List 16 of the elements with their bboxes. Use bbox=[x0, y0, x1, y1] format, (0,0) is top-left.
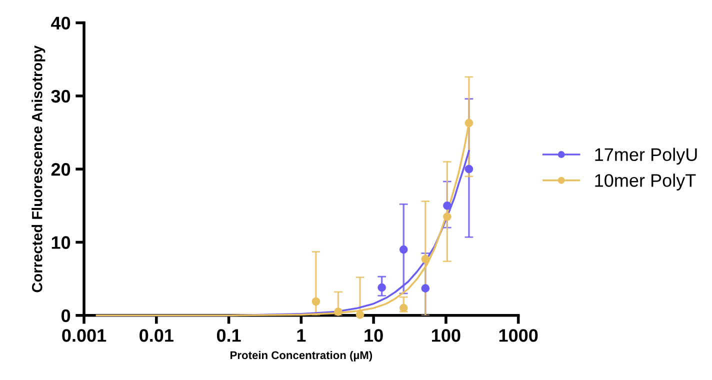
y-tick-label: 10 bbox=[52, 236, 70, 249]
legend-label: 17mer PolyU bbox=[595, 148, 697, 165]
x-tick-label: 100 bbox=[432, 329, 460, 342]
x-tick-label: 0.01 bbox=[140, 329, 174, 342]
legend-label: 10mer PolyT bbox=[595, 174, 696, 190]
x-tick-label: 0.001 bbox=[62, 329, 106, 342]
y-tick-label: 40 bbox=[51, 16, 70, 30]
x-axis-title: Protein Concentration (µM) bbox=[230, 350, 372, 362]
y-axis-title: Corrected Fluorescence Anisotropy bbox=[32, 45, 46, 292]
y-tick-label: 0 bbox=[61, 309, 70, 322]
x-tick-label: 10 bbox=[364, 329, 383, 342]
x-tick-label: 0.1 bbox=[216, 329, 241, 342]
x-tick-label: 1000 bbox=[499, 329, 538, 342]
x-tick-label: 1 bbox=[297, 329, 306, 342]
y-tick-label: 20 bbox=[51, 163, 70, 176]
y-tick-label: 30 bbox=[51, 90, 70, 103]
